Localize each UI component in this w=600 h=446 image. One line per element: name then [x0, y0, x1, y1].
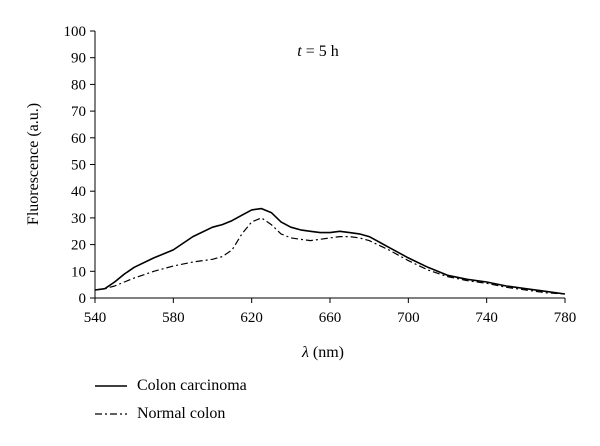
y-tick-label: 0 [79, 291, 87, 307]
solid-line-swatch [95, 385, 127, 387]
y-axis: 0 10 20 30 40 50 60 70 80 90 100 [64, 24, 95, 307]
x-tick-label: 620 [240, 310, 263, 326]
time-annotation: t = 5 h [297, 43, 338, 60]
plot-area [94, 31, 565, 299]
y-axis-title: Fluorescence (a.u.) [25, 103, 42, 225]
legend-label: Colon carcinoma [137, 377, 247, 394]
y-tick-label: 30 [71, 211, 86, 227]
legend-label: Normal colon [137, 405, 226, 422]
time-value: = 5 h [302, 43, 339, 60]
y-tick-label: 40 [71, 184, 86, 200]
series-line-colon-carcinoma [94, 207, 566, 295]
legend: Colon carcinoma Normal colon [95, 374, 247, 430]
time-variable: t [297, 43, 302, 60]
x-axis-unit: (nm) [309, 344, 344, 361]
y-tick-label: 20 [71, 238, 86, 254]
x-tick-label: 780 [554, 310, 577, 326]
x-axis: 540 580 620 660 700 740 780 [84, 298, 577, 326]
y-tick-label: 50 [71, 158, 86, 174]
series-line-normal-colon [94, 217, 566, 295]
x-tick-label: 660 [319, 310, 342, 326]
y-tick-label: 80 [71, 77, 86, 93]
series-layer [94, 207, 566, 295]
x-axis-symbol: λ [301, 344, 309, 361]
dash-dot-line-swatch [95, 413, 127, 415]
x-tick-label: 580 [162, 310, 185, 326]
y-tick-label: 10 [71, 264, 86, 280]
x-tick-label: 540 [84, 310, 107, 326]
x-tick-label: 740 [475, 310, 498, 326]
legend-item-normal-colon: Normal colon [95, 402, 247, 426]
y-tick-label: 70 [71, 104, 86, 120]
x-tick-label: 700 [397, 310, 420, 326]
y-tick-label: 60 [71, 131, 86, 147]
y-tick-label: 100 [64, 24, 87, 40]
legend-item-colon-carcinoma: Colon carcinoma [95, 374, 247, 398]
y-tick-label: 90 [71, 51, 86, 67]
x-axis-title: λ (nm) [301, 344, 344, 361]
